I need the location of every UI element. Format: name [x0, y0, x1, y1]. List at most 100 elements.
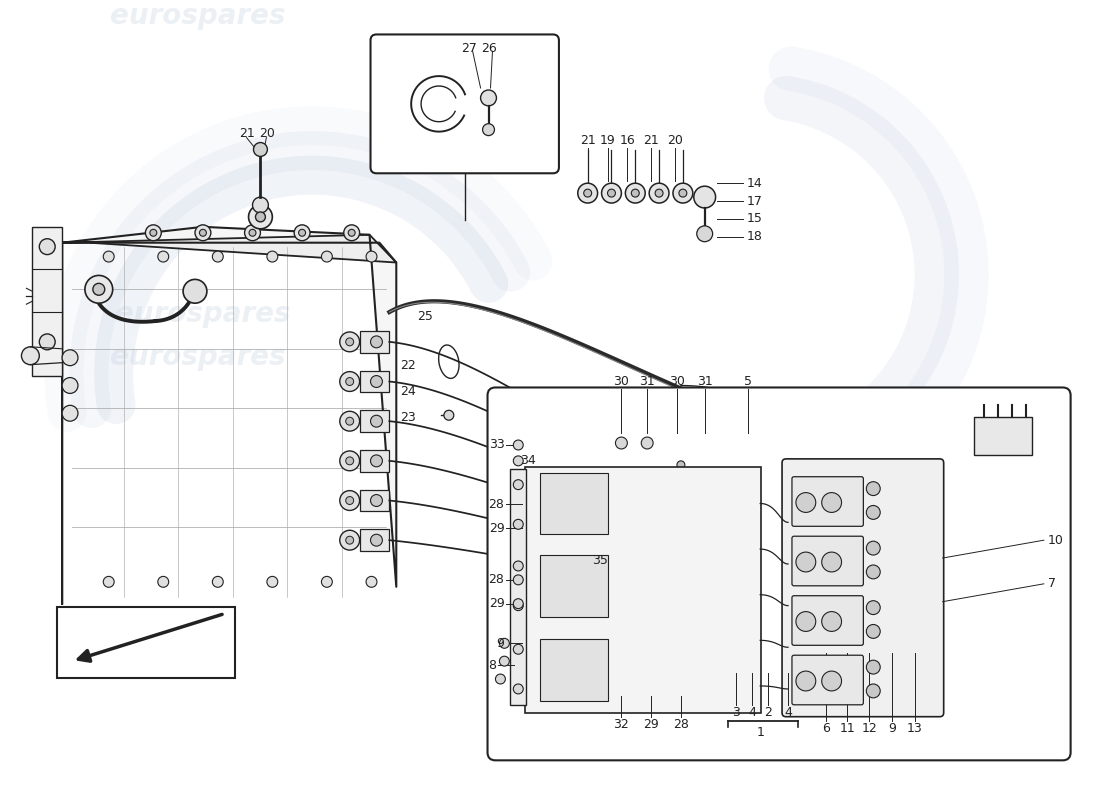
Circle shape [255, 212, 265, 222]
Text: 4: 4 [748, 706, 756, 719]
Circle shape [631, 189, 639, 197]
Circle shape [796, 611, 816, 631]
Text: 23: 23 [400, 410, 416, 424]
Text: eurospares: eurospares [110, 343, 286, 371]
Circle shape [514, 561, 524, 571]
Circle shape [62, 406, 78, 421]
Circle shape [672, 503, 690, 522]
Circle shape [62, 378, 78, 394]
Circle shape [150, 230, 157, 236]
Text: 34: 34 [520, 454, 536, 467]
Circle shape [867, 660, 880, 674]
Text: 18: 18 [746, 230, 762, 243]
Text: 8: 8 [488, 658, 496, 672]
Text: 19: 19 [600, 134, 615, 147]
Circle shape [183, 279, 207, 303]
Circle shape [371, 455, 383, 467]
Text: 35: 35 [592, 554, 607, 566]
Text: 9: 9 [888, 722, 896, 735]
Text: 28: 28 [673, 718, 689, 731]
Circle shape [340, 332, 360, 352]
Circle shape [514, 601, 524, 610]
Circle shape [340, 490, 360, 510]
Circle shape [672, 575, 690, 593]
Circle shape [253, 142, 267, 157]
Text: 14: 14 [746, 177, 762, 190]
Circle shape [672, 527, 690, 545]
Circle shape [676, 461, 685, 469]
Bar [360, 450, 389, 472]
Circle shape [298, 230, 306, 236]
Circle shape [103, 576, 114, 587]
Circle shape [340, 451, 360, 470]
Circle shape [514, 644, 524, 654]
Text: 6: 6 [822, 722, 829, 735]
Circle shape [822, 611, 842, 631]
Circle shape [199, 230, 207, 236]
Text: 17: 17 [746, 194, 762, 207]
Text: 12: 12 [861, 722, 877, 735]
Circle shape [694, 186, 716, 208]
Bar [360, 530, 389, 551]
Circle shape [796, 552, 816, 572]
Circle shape [103, 251, 114, 262]
Circle shape [514, 480, 524, 490]
Text: 3: 3 [733, 706, 740, 719]
Text: 29: 29 [644, 718, 659, 731]
Circle shape [675, 557, 686, 569]
Text: 25: 25 [417, 310, 433, 322]
Circle shape [514, 440, 524, 450]
Circle shape [157, 251, 168, 262]
Circle shape [321, 251, 332, 262]
Text: 7: 7 [1048, 578, 1056, 590]
Text: 4: 4 [784, 706, 792, 719]
Circle shape [371, 415, 383, 427]
Circle shape [679, 189, 686, 197]
Circle shape [641, 437, 653, 449]
Circle shape [514, 575, 524, 585]
Circle shape [514, 598, 524, 609]
Circle shape [62, 350, 78, 366]
Text: 30: 30 [669, 375, 685, 388]
Circle shape [40, 334, 55, 350]
Circle shape [626, 183, 646, 203]
Polygon shape [62, 227, 396, 604]
Text: 21: 21 [240, 127, 255, 140]
Circle shape [675, 486, 686, 498]
Bar [360, 490, 389, 511]
Circle shape [867, 482, 880, 495]
Bar [975, 418, 1032, 455]
Circle shape [253, 197, 268, 213]
Circle shape [22, 347, 40, 365]
Circle shape [796, 493, 816, 513]
Circle shape [444, 410, 454, 420]
FancyBboxPatch shape [792, 536, 864, 586]
Circle shape [40, 238, 55, 254]
Circle shape [615, 437, 627, 449]
Circle shape [676, 509, 685, 516]
Circle shape [212, 576, 223, 587]
Text: 29: 29 [488, 597, 505, 610]
Circle shape [514, 519, 524, 530]
Text: 31: 31 [639, 375, 656, 388]
Circle shape [584, 189, 592, 197]
Bar [360, 331, 389, 353]
Text: 28: 28 [488, 574, 505, 586]
Circle shape [345, 536, 354, 544]
Circle shape [602, 183, 621, 203]
Circle shape [340, 372, 360, 391]
Circle shape [867, 684, 880, 698]
Circle shape [867, 565, 880, 579]
Circle shape [321, 576, 332, 587]
Circle shape [195, 225, 211, 241]
Bar [510, 469, 526, 705]
Bar [540, 473, 607, 534]
Circle shape [822, 552, 842, 572]
Circle shape [267, 576, 278, 587]
Circle shape [822, 671, 842, 691]
Circle shape [483, 124, 495, 135]
Circle shape [649, 183, 669, 203]
FancyBboxPatch shape [487, 387, 1070, 760]
Text: eurospares: eurospares [116, 300, 290, 328]
Text: 9: 9 [496, 637, 505, 650]
